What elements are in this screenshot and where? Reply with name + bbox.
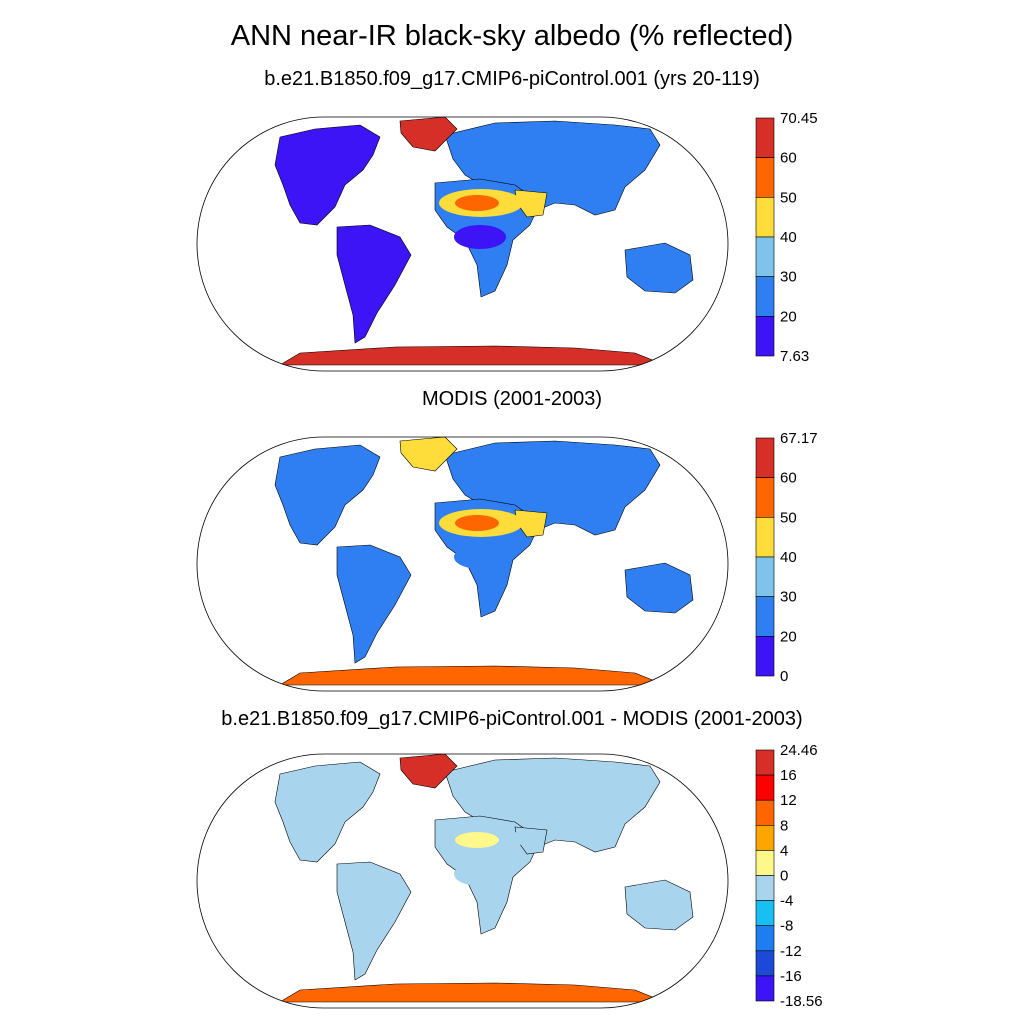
- region-greenland: [399, 117, 458, 152]
- colorbar-swatch: [755, 900, 775, 927]
- colorbar-swatch: [755, 236, 775, 277]
- colorbar-tick-label: 30: [780, 589, 797, 606]
- map-boundary: [196, 116, 729, 372]
- colorbar-tick-label: 50: [780, 189, 797, 206]
- colorbar-swatch: [755, 825, 775, 851]
- colorbar-tick-label: 7.63: [780, 348, 809, 365]
- colorbar-swatch: [755, 276, 775, 317]
- region-south_america: [336, 861, 412, 981]
- colorbar-tick-label: -8: [780, 918, 793, 935]
- colorbar-swatch: [755, 925, 775, 952]
- colorbar-swatch: [755, 477, 775, 518]
- colorbar-swatch: [755, 636, 775, 677]
- region-sahara-core: [455, 832, 499, 848]
- colorbar-swatch: [755, 950, 775, 977]
- colorbar-swatch: [755, 875, 775, 901]
- panel-2-title: MODIS (2001-2003): [421, 388, 603, 410]
- colorbar-tick-label: -12: [780, 943, 802, 960]
- region-antarctica: [278, 345, 666, 366]
- colorbar-tick-label: -18.56: [780, 993, 823, 1010]
- colorbar-tick-label: 20: [780, 308, 797, 325]
- region-north_america: [274, 444, 381, 546]
- region-antarctica: [278, 665, 666, 686]
- region-north_america: [274, 761, 381, 863]
- region-greenland: [399, 754, 458, 789]
- colorbar-tick-label: -4: [780, 893, 793, 910]
- figure-title: ANN near-IR black-sky albedo (% reflecte…: [230, 20, 794, 52]
- region-sahara-core: [455, 195, 499, 211]
- panel-1-map: [196, 116, 729, 372]
- colorbar-swatch: [755, 596, 775, 637]
- panel-3-colorbar: 24.46 16 12 8 4 0 -4 -8 -12 -16 -18.56: [755, 742, 823, 1010]
- region-greenland: [399, 437, 458, 472]
- colorbar-swatch: [755, 157, 775, 198]
- region-north_america: [274, 124, 381, 226]
- region-central-africa: [454, 862, 506, 886]
- panel-1-colorbar: 70.45 60 50 40 30 20 7.63: [755, 110, 818, 365]
- panel-2-map: [196, 436, 729, 692]
- region-antarctica: [278, 982, 666, 1003]
- colorbar-tick-label: 67.17: [780, 430, 818, 447]
- colorbar-swatch: [755, 517, 775, 558]
- region-australia: [624, 879, 694, 931]
- colorbar-swatch: [755, 556, 775, 597]
- panel-3-title: b.e21.B1850.f09_g17.CMIP6-piControl.001 …: [221, 708, 803, 730]
- colorbar-tick-label: 30: [780, 269, 797, 286]
- colorbar-tick-label: 70.45: [780, 110, 818, 127]
- map-boundary: [196, 436, 729, 692]
- region-australia: [624, 562, 694, 614]
- panel-1-title: b.e21.B1850.f09_g17.CMIP6-piControl.001 …: [264, 68, 760, 90]
- region-central-africa: [454, 545, 506, 569]
- colorbar-swatch: [755, 117, 775, 158]
- colorbar-tick-label: 20: [780, 628, 797, 645]
- colorbar-tick-label: 40: [780, 229, 797, 246]
- colorbar-swatch: [755, 197, 775, 238]
- colorbar-tick-label: 40: [780, 549, 797, 566]
- colorbar-tick-label: 0: [780, 868, 788, 885]
- colorbar-tick-label: 8: [780, 817, 788, 834]
- region-australia: [624, 242, 694, 294]
- map-boundary: [196, 753, 729, 1009]
- region-central-africa: [454, 225, 506, 249]
- colorbar-tick-label: 0: [780, 668, 788, 685]
- colorbar-tick-label: 60: [780, 150, 797, 167]
- colorbar-tick-label: 16: [780, 767, 797, 784]
- region-south_america: [336, 544, 412, 664]
- colorbar-swatch: [755, 975, 775, 1002]
- colorbar-tick-label: 50: [780, 509, 797, 526]
- colorbar-swatch: [755, 774, 775, 801]
- colorbar-swatch: [755, 316, 775, 357]
- colorbar-tick-label: 4: [780, 842, 788, 859]
- colorbar-swatch: [755, 437, 775, 478]
- colorbar-swatch: [755, 850, 775, 876]
- colorbar-tick-label: 12: [780, 792, 797, 809]
- colorbar-swatch: [755, 749, 775, 776]
- region-south_america: [336, 224, 412, 344]
- panel-2-colorbar: 67.17 60 50 40 30 20 0: [755, 430, 818, 685]
- region-sahara-core: [455, 515, 499, 531]
- colorbar-tick-label: 24.46: [780, 742, 818, 759]
- colorbar-swatch: [755, 799, 775, 826]
- colorbar-tick-label: -16: [780, 968, 802, 985]
- colorbar-tick-label: 60: [780, 470, 797, 487]
- panel-3-map: [196, 753, 729, 1009]
